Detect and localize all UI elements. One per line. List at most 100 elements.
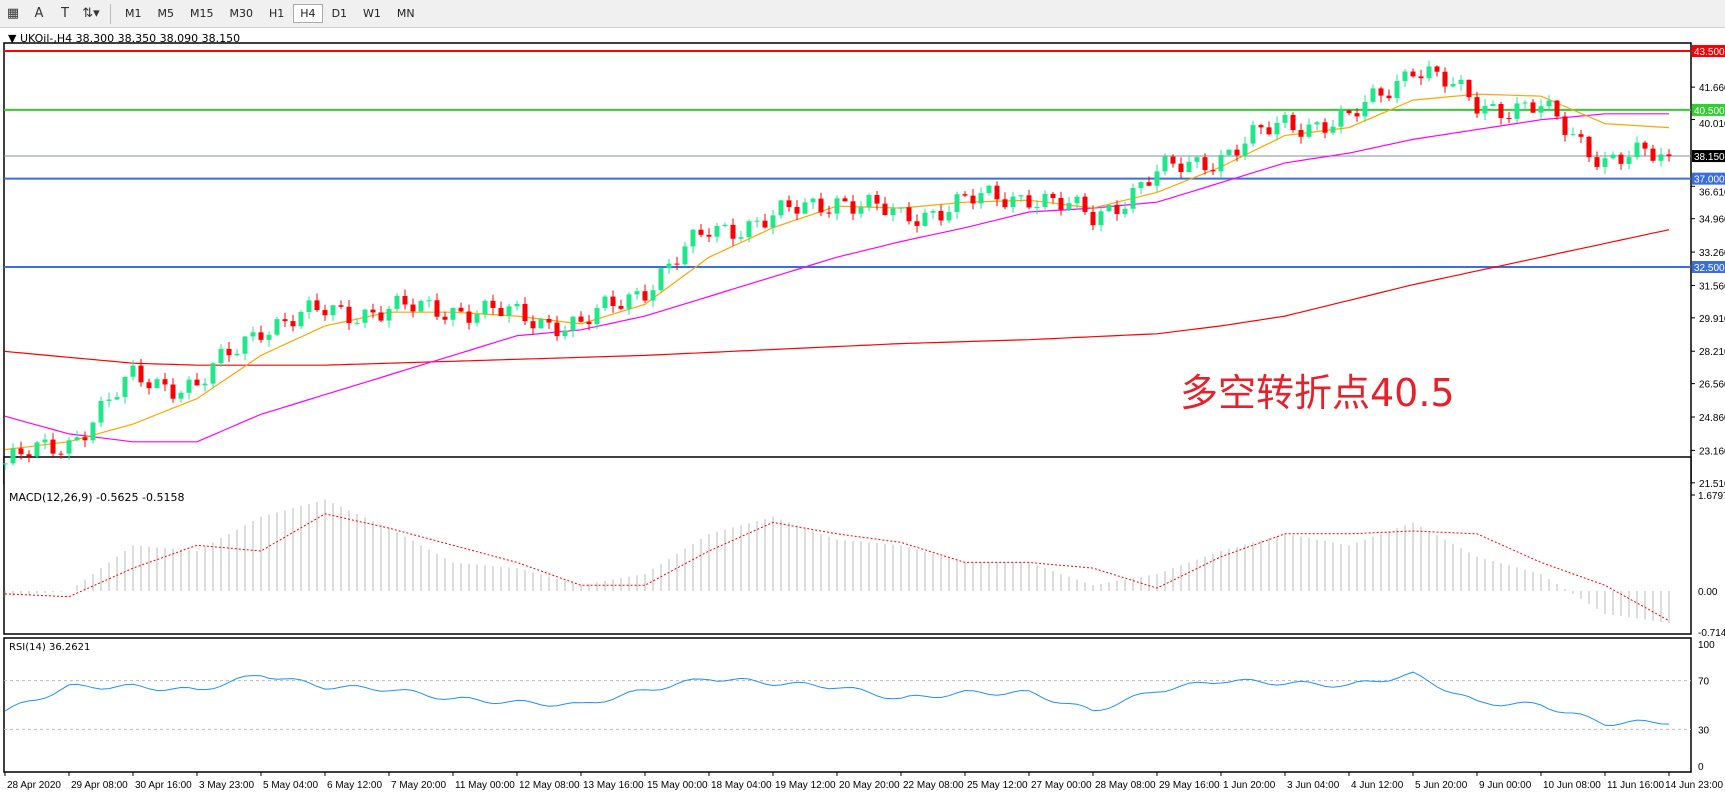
candle: [1426, 60, 1432, 82]
candle: [1034, 200, 1040, 215]
candle: [1506, 111, 1512, 123]
timeframe-m30[interactable]: M30: [229, 7, 254, 20]
candle-body: [1106, 204, 1112, 212]
candle-body: [802, 202, 808, 214]
candle-body: [1090, 211, 1096, 226]
candle: [850, 194, 856, 221]
candle-body: [890, 208, 896, 216]
time-label: 25 May 12:00: [967, 780, 1028, 791]
candle-body: [1114, 204, 1120, 215]
candle-body: [1178, 163, 1184, 173]
candle-body: [42, 439, 48, 443]
time-label: 22 May 08:00: [903, 780, 964, 791]
candle-body: [930, 210, 936, 213]
candle-body: [1066, 203, 1072, 210]
candle: [802, 198, 808, 215]
candle: [602, 294, 608, 311]
timeframe-mn[interactable]: MN: [396, 7, 415, 20]
timeframe-h4[interactable]: H4: [293, 4, 323, 23]
candle-body: [1274, 122, 1280, 135]
toolbar-separator: [110, 3, 111, 24]
candle: [1266, 121, 1272, 136]
candle-body: [346, 306, 352, 323]
candle: [26, 450, 32, 463]
candle: [826, 205, 832, 218]
candle-body: [290, 321, 296, 327]
candle: [410, 298, 416, 318]
candle-body: [226, 348, 232, 356]
candle-body: [786, 200, 792, 208]
timeframe-w1[interactable]: W1: [363, 7, 381, 20]
candle: [354, 318, 360, 326]
timeframe-d1[interactable]: D1: [331, 7, 348, 20]
candle: [770, 210, 776, 235]
candle-body: [1338, 110, 1344, 127]
candle: [594, 304, 600, 330]
candle: [922, 208, 928, 227]
candle: [186, 376, 192, 400]
rsi-axis-label: 30: [1698, 725, 1710, 736]
candle-body: [1162, 156, 1168, 172]
candle: [282, 312, 288, 328]
collapse-triangle-icon[interactable]: ▼: [8, 32, 17, 45]
candle-body: [914, 221, 920, 226]
candle: [1602, 151, 1608, 174]
candle: [1274, 116, 1280, 141]
price-chart[interactable]: 28 Apr 2020 29 Apr 08:00 30 Apr 16:00 3 May…: [0, 28, 1725, 796]
candle-body: [1434, 66, 1440, 72]
candle-body: [314, 300, 320, 311]
candle-body: [154, 379, 160, 389]
candle-body: [234, 353, 240, 356]
time-label: 19 May 12:00: [775, 780, 836, 791]
candle: [1242, 136, 1248, 161]
candle: [82, 431, 88, 448]
candle-body: [1570, 134, 1576, 136]
candle-body: [442, 316, 448, 320]
candle: [1130, 183, 1136, 214]
candle: [1178, 157, 1184, 179]
candle: [666, 258, 672, 274]
candle-body: [1522, 102, 1528, 104]
level-tag: [1692, 261, 1725, 273]
timeframe-h1[interactable]: H1: [269, 7, 285, 20]
candle: [682, 241, 688, 267]
candle: [1362, 95, 1368, 123]
text-label-icon[interactable]: T: [61, 6, 69, 21]
timeframe-m15[interactable]: M15: [190, 7, 214, 20]
candle: [786, 195, 792, 212]
candle: [162, 372, 168, 392]
candle: [1186, 155, 1192, 173]
candle: [1322, 118, 1328, 139]
candle-body: [386, 308, 392, 321]
candle-body: [90, 422, 96, 441]
time-label: 10 Jun 08:00: [1543, 780, 1601, 791]
candle-body: [322, 310, 328, 316]
candle-body: [202, 383, 208, 386]
text-icon[interactable]: A: [34, 6, 44, 21]
candle: [1482, 99, 1488, 120]
candle-body: [82, 437, 88, 441]
candle: [994, 181, 1000, 207]
timeframe-m5[interactable]: M5: [157, 7, 175, 20]
time-label: 5 Jun 20:00: [1415, 780, 1468, 791]
timeframe-m1[interactable]: M1: [125, 7, 142, 20]
macd-axis-label: -0.7149: [1698, 628, 1725, 639]
candle: [1434, 65, 1440, 77]
candle: [1282, 112, 1288, 128]
candle-body: [74, 437, 80, 441]
candle-body: [34, 442, 40, 457]
candle-body: [194, 379, 200, 386]
level-label: 32.500: [1694, 263, 1725, 274]
candle: [938, 204, 944, 226]
candle: [130, 360, 136, 381]
candle: [882, 196, 888, 216]
candle: [1218, 149, 1224, 179]
price-label: 33.260: [1699, 248, 1725, 259]
candle: [370, 303, 376, 319]
candle-body: [266, 334, 272, 340]
candle-body: [1282, 114, 1288, 123]
arrows-icon[interactable]: ⇅▾: [82, 6, 100, 21]
candle-body: [946, 212, 952, 221]
candle-body: [282, 319, 288, 322]
grid-icon[interactable]: ▦: [6, 6, 20, 21]
